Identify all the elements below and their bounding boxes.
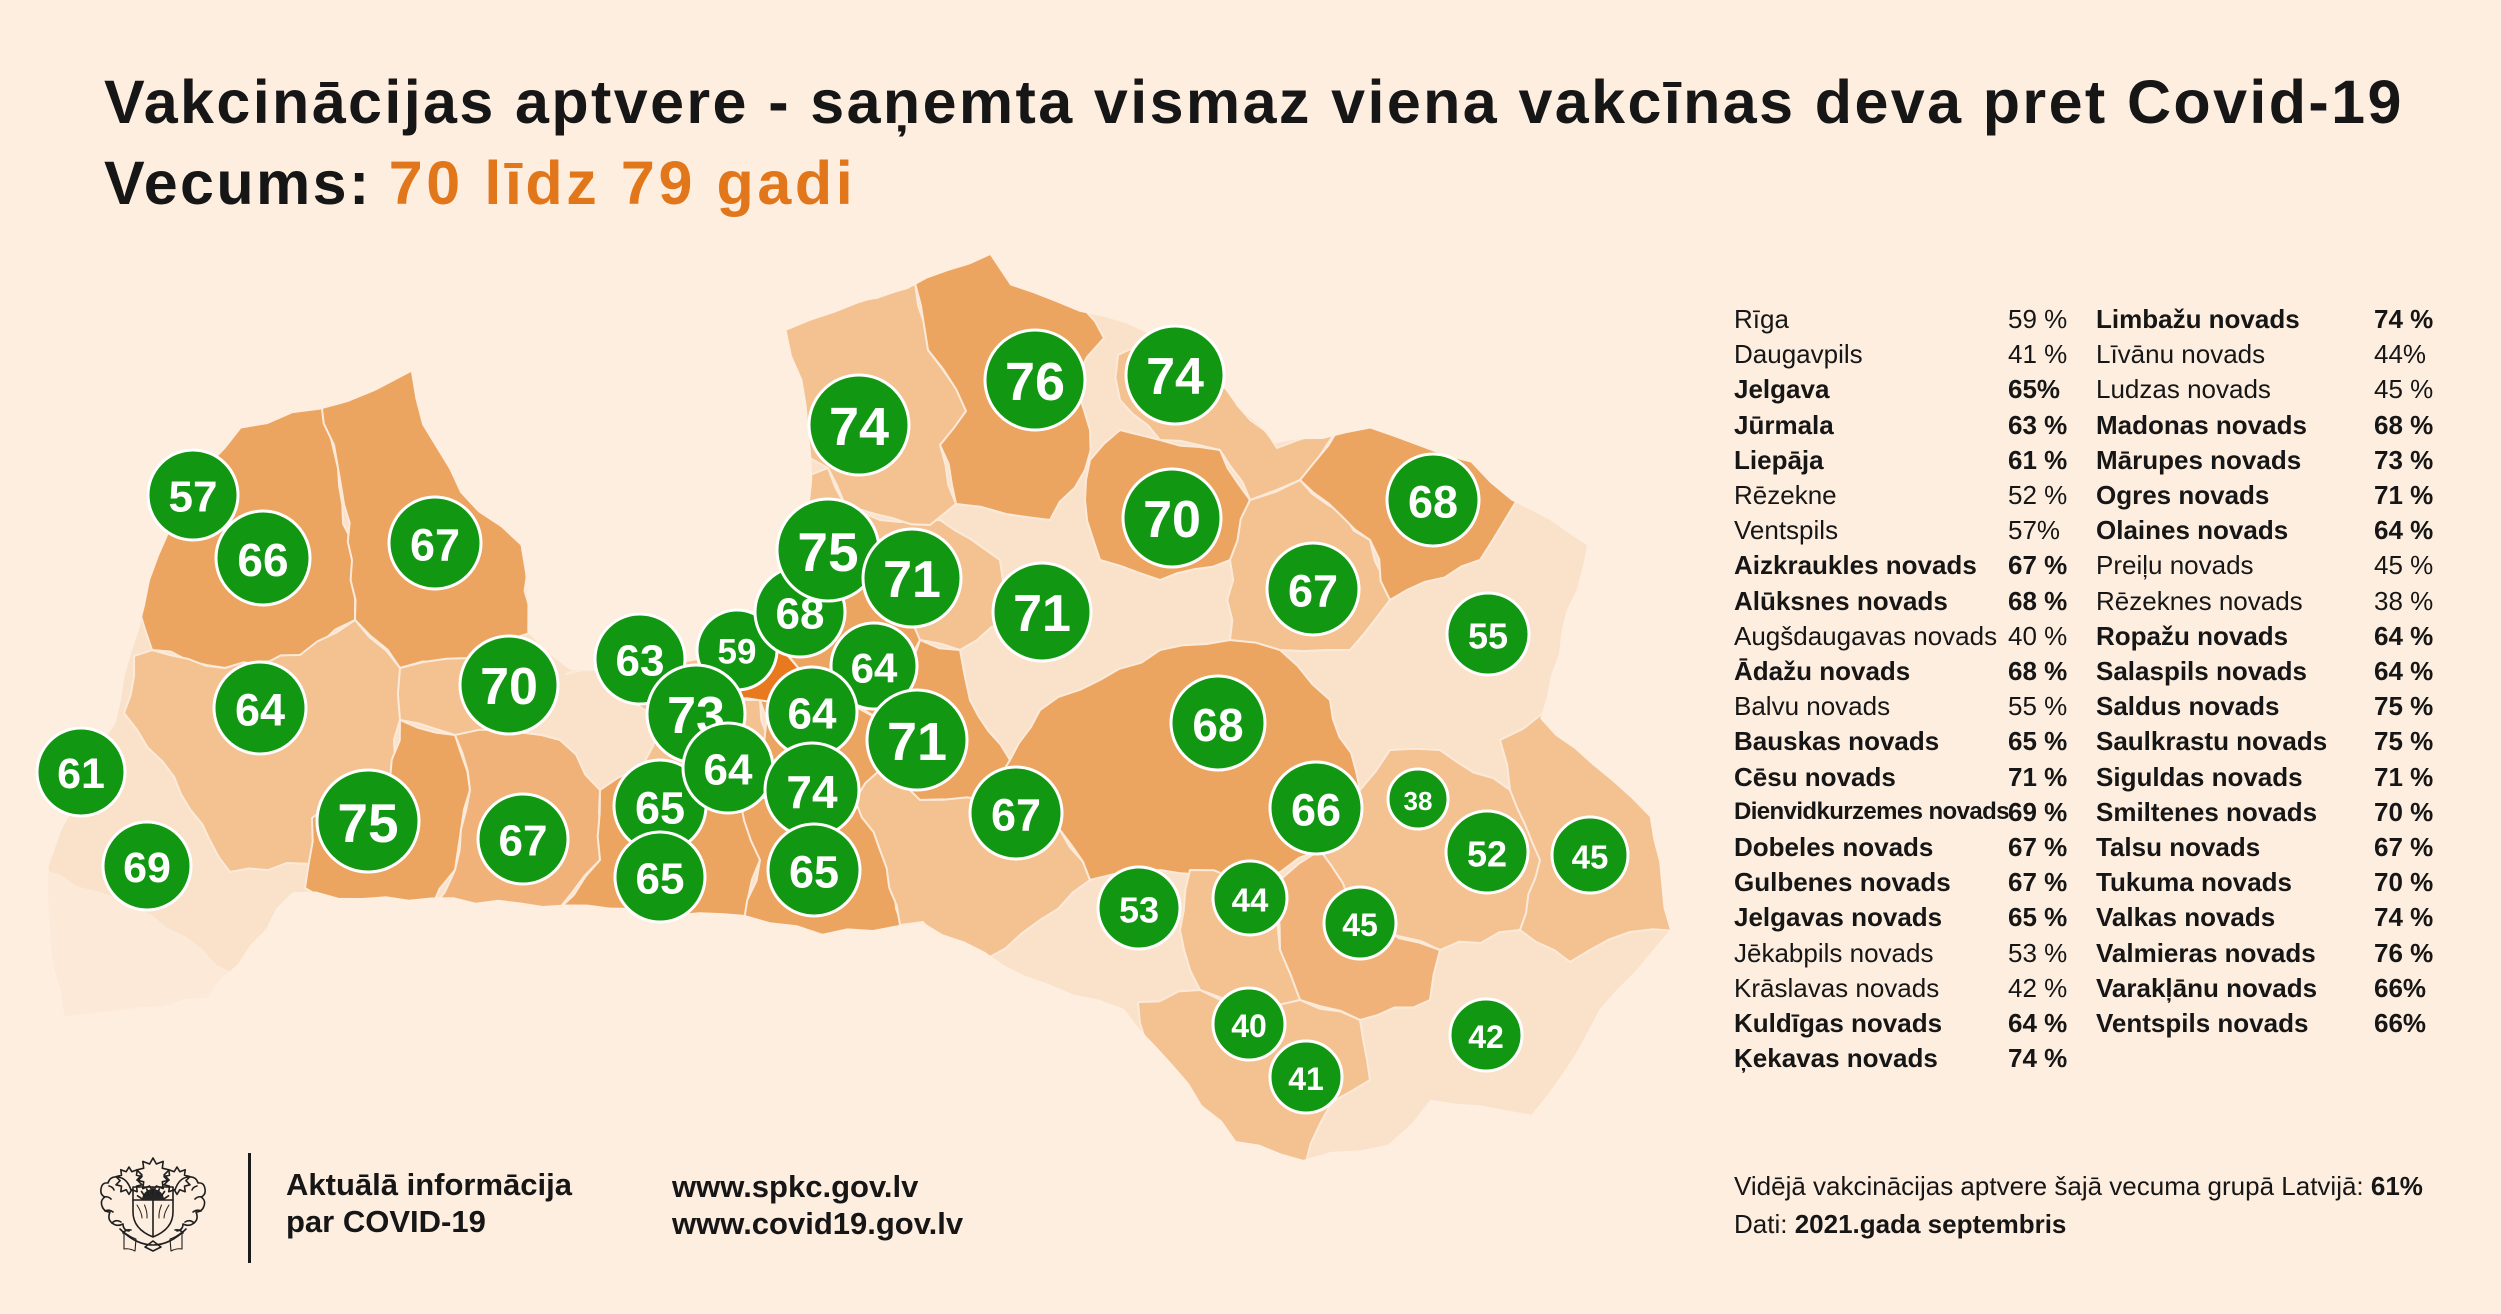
svg-text:64: 64 [704, 746, 753, 795]
svg-text:55: 55 [1468, 616, 1508, 657]
svg-text:40: 40 [1231, 1008, 1267, 1044]
svg-text:64: 64 [851, 645, 898, 692]
svg-text:45: 45 [1342, 907, 1378, 943]
svg-text:68: 68 [1408, 477, 1458, 528]
svg-text:71: 71 [1013, 585, 1071, 643]
svg-text:64: 64 [235, 685, 285, 736]
svg-text:64: 64 [788, 690, 837, 739]
svg-text:70: 70 [480, 658, 538, 716]
svg-text:75: 75 [337, 792, 398, 854]
svg-text:69: 69 [123, 844, 171, 892]
svg-text:66: 66 [1291, 785, 1341, 836]
svg-text:74: 74 [829, 397, 889, 457]
svg-text:44: 44 [1232, 882, 1269, 919]
svg-text:65: 65 [636, 855, 685, 904]
svg-text:65: 65 [789, 847, 839, 898]
svg-text:70: 70 [1143, 491, 1201, 549]
svg-text:74: 74 [1146, 348, 1204, 406]
svg-text:68: 68 [1192, 699, 1243, 751]
svg-text:71: 71 [887, 712, 947, 772]
svg-text:65: 65 [635, 783, 685, 834]
svg-text:66: 66 [237, 534, 288, 586]
svg-text:38: 38 [1404, 786, 1433, 816]
svg-text:74: 74 [786, 766, 838, 818]
svg-text:63: 63 [616, 637, 665, 686]
svg-text:67: 67 [1288, 566, 1338, 617]
svg-text:75: 75 [797, 521, 858, 583]
svg-text:53: 53 [1119, 890, 1159, 931]
svg-text:45: 45 [1572, 839, 1609, 876]
svg-text:76: 76 [1005, 352, 1065, 412]
svg-text:61: 61 [57, 750, 105, 798]
svg-text:59: 59 [718, 633, 757, 672]
svg-text:71: 71 [883, 551, 941, 609]
svg-text:57: 57 [169, 473, 218, 522]
svg-text:42: 42 [1468, 1019, 1504, 1055]
svg-text:41: 41 [1288, 1061, 1324, 1097]
svg-text:67: 67 [410, 520, 460, 571]
svg-text:67: 67 [499, 817, 548, 866]
svg-text:52: 52 [1467, 834, 1507, 875]
svg-text:67: 67 [991, 790, 1041, 841]
